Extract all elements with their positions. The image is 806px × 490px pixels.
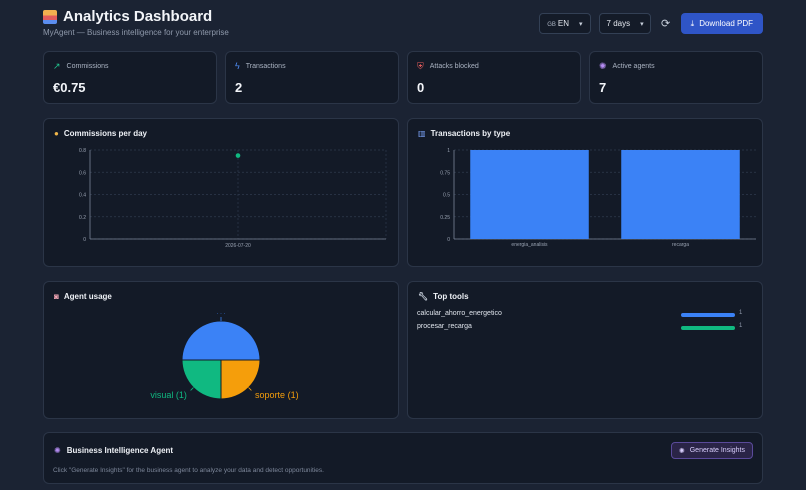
kpi-value: 2 bbox=[235, 80, 243, 95]
bar bbox=[621, 150, 740, 239]
y-tick-label: 0 bbox=[447, 237, 450, 243]
pie-slice bbox=[181, 320, 261, 361]
kpi-value: 0 bbox=[417, 80, 425, 95]
download-pdf-button[interactable]: ⤓ Download PDF bbox=[680, 13, 763, 34]
kpi-card-agents: ✺ Active agents 7 bbox=[589, 51, 763, 104]
flag-icon: GB bbox=[547, 22, 556, 28]
tool-row: procesar_recarga 1 bbox=[417, 323, 747, 333]
kpi-label: Commissions bbox=[66, 63, 109, 70]
tool-name: procesar_recarga bbox=[417, 323, 472, 330]
kpi-card-commissions: ↗ Commissions €0.75 bbox=[43, 51, 217, 104]
title-block: Analytics Dashboard MyAgent — Business i… bbox=[43, 8, 229, 37]
kpi-label: Transactions bbox=[245, 63, 286, 70]
language-select[interactable]: GB EN ▾ bbox=[539, 13, 591, 34]
refresh-icon[interactable]: ⟳ bbox=[661, 18, 671, 30]
kpi-value: 7 bbox=[599, 80, 607, 95]
kpi-label: Attacks blocked bbox=[429, 63, 479, 70]
page-subtitle: MyAgent — Business intelligence for your… bbox=[43, 28, 229, 37]
y-tick-label: 0.25 bbox=[440, 215, 450, 221]
trending-up-icon: ↗ bbox=[53, 61, 61, 71]
kpi-card-transactions: ϟ Transactions 2 bbox=[225, 51, 399, 104]
page-title-text: Analytics Dashboard bbox=[63, 8, 213, 25]
y-tick-label: 0 bbox=[83, 237, 86, 243]
x-tick-label: recarga bbox=[672, 242, 689, 248]
x-tick-label: energia_analisis bbox=[511, 242, 548, 248]
header: Analytics Dashboard MyAgent — Business i… bbox=[43, 8, 763, 44]
x-tick-label: 2026-07-20 bbox=[225, 243, 251, 249]
commissions-chart-panel: ● Commissions per day 0 0.2 0.4 0.6 0.8 2026-… bbox=[43, 118, 399, 267]
y-tick-label: 0.4 bbox=[79, 193, 86, 199]
chevron-down-icon: ▾ bbox=[640, 20, 644, 28]
agent-usage-panel: ◙ Agent usage · · · soporte (1) visual (1) bbox=[43, 281, 399, 419]
pie-label: visual (1) bbox=[150, 390, 187, 400]
pie-leader-line bbox=[248, 387, 252, 391]
commissions-chart: 0 0.2 0.4 0.6 0.8 2026-07-20 bbox=[79, 148, 387, 249]
tool-count: 1 bbox=[739, 323, 743, 329]
data-point bbox=[235, 153, 241, 158]
brain-icon: ✺ bbox=[599, 61, 607, 71]
y-tick-label: 0.75 bbox=[440, 170, 450, 176]
generate-insights-button[interactable]: ✺ Generate Insights bbox=[670, 442, 753, 459]
transactions-chart: 0 0.25 0.5 0.75 1 energia_analisis recarga bbox=[440, 148, 756, 248]
download-icon: ⤓ bbox=[690, 18, 695, 28]
brain-icon: ✺ bbox=[54, 446, 61, 455]
panel-title: 🔧︎ Top tools bbox=[418, 292, 469, 301]
kpi-label: Active agents bbox=[612, 63, 655, 70]
y-tick-label: 0.8 bbox=[79, 148, 86, 154]
pie-leader-line bbox=[190, 387, 194, 391]
robot-icon: ◙ bbox=[54, 292, 59, 301]
lightning-icon: ϟ bbox=[235, 61, 240, 71]
y-tick-label: 0.5 bbox=[443, 193, 450, 199]
tool-count: 1 bbox=[739, 310, 743, 316]
wrench-icon: 🔧︎ bbox=[418, 292, 429, 301]
chevron-down-icon: ▾ bbox=[579, 20, 583, 28]
panel-title: ✺ Business Intelligence Agent bbox=[54, 446, 174, 455]
panel-title: ▥ Transactions by type bbox=[418, 129, 511, 138]
y-tick-label: 0.2 bbox=[79, 215, 86, 221]
tool-row: calcular_ahorro_energetico 1 bbox=[417, 310, 747, 320]
generate-insights-label: Generate Insights bbox=[689, 447, 745, 454]
panel-title: ● Commissions per day bbox=[54, 129, 147, 138]
pie-label: soporte (1) bbox=[255, 390, 299, 400]
agent-usage-chart: · · · soporte (1) visual (1) bbox=[150, 311, 299, 400]
tool-name: calcular_ahorro_energetico bbox=[417, 310, 502, 317]
pie-slice bbox=[181, 359, 222, 400]
header-controls: GB EN ▾ 7 days ▾ ⟳ ⤓ Download PDF bbox=[539, 13, 763, 34]
money-bag-icon: ● bbox=[54, 129, 59, 138]
bar-chart-icon: ▥ bbox=[418, 129, 426, 138]
transactions-chart-panel: ▥ Transactions by type 0 0.25 0.5 0.75 1 ener… bbox=[407, 118, 763, 267]
range-value: 7 days bbox=[606, 19, 631, 28]
bi-agent-panel: ✺ Business Intelligence Agent Click "Gen… bbox=[43, 432, 763, 484]
tool-usage-bar bbox=[681, 326, 735, 330]
bar bbox=[470, 150, 589, 239]
brain-icon: ✺ bbox=[678, 447, 685, 455]
range-select[interactable]: 7 days ▾ bbox=[598, 13, 651, 34]
panel-title: ◙ Agent usage bbox=[54, 292, 112, 301]
language-value: EN bbox=[557, 19, 570, 28]
page-title: Analytics Dashboard bbox=[43, 8, 229, 25]
shield-icon: ⛨ bbox=[417, 61, 424, 71]
kpi-value: €0.75 bbox=[53, 80, 86, 95]
y-tick-label: 0.6 bbox=[79, 170, 86, 176]
bi-description: Click "Generate Insights" for the busine… bbox=[53, 467, 324, 474]
tool-usage-bar bbox=[681, 313, 735, 317]
top-tools-panel: 🔧︎ Top tools calcular_ahorro_energetico … bbox=[407, 281, 763, 419]
bar-chart-icon bbox=[43, 9, 57, 24]
download-pdf-label: Download PDF bbox=[699, 19, 753, 28]
y-tick-label: 1 bbox=[447, 148, 450, 154]
kpi-card-attacks: ⛨ Attacks blocked 0 bbox=[407, 51, 581, 104]
pie-label: · · · bbox=[216, 311, 225, 317]
